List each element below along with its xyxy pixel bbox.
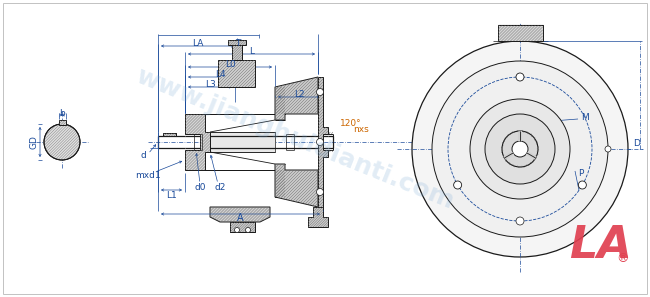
- Circle shape: [470, 99, 570, 199]
- Text: A: A: [237, 213, 244, 223]
- Polygon shape: [232, 45, 242, 60]
- Polygon shape: [230, 222, 255, 232]
- Polygon shape: [275, 164, 318, 207]
- Text: www.jianghuidianti.com: www.jianghuidianti.com: [133, 64, 458, 214]
- Text: mxd1: mxd1: [135, 170, 161, 179]
- Circle shape: [235, 228, 239, 233]
- Text: nxs: nxs: [353, 126, 369, 135]
- Text: T: T: [235, 40, 240, 48]
- Circle shape: [317, 89, 324, 96]
- Text: GD: GD: [29, 135, 38, 149]
- Circle shape: [516, 217, 524, 225]
- Text: ®: ®: [616, 252, 629, 266]
- Polygon shape: [228, 40, 246, 45]
- Circle shape: [412, 41, 628, 257]
- Circle shape: [317, 189, 324, 195]
- Bar: [163, 133, 176, 136]
- Polygon shape: [205, 170, 285, 197]
- Bar: [497, 25, 543, 41]
- Circle shape: [44, 124, 80, 160]
- Text: b: b: [59, 108, 65, 118]
- Circle shape: [516, 73, 524, 81]
- Text: D: D: [633, 138, 640, 148]
- Circle shape: [605, 146, 611, 152]
- Polygon shape: [210, 207, 270, 222]
- Text: 120°: 120°: [340, 119, 361, 129]
- Circle shape: [512, 141, 528, 157]
- Text: LA: LA: [569, 224, 631, 266]
- Text: LA: LA: [192, 39, 203, 48]
- Polygon shape: [218, 60, 255, 87]
- Text: P: P: [578, 168, 584, 178]
- Bar: [210, 132, 275, 152]
- Text: d2: d2: [214, 184, 226, 192]
- Polygon shape: [308, 207, 328, 227]
- Bar: [58, 120, 66, 125]
- Text: M: M: [581, 113, 589, 121]
- Circle shape: [432, 61, 608, 237]
- Polygon shape: [205, 87, 285, 114]
- Text: L1: L1: [166, 190, 177, 200]
- Text: L4: L4: [214, 70, 226, 79]
- Polygon shape: [185, 114, 210, 170]
- Text: L2: L2: [294, 90, 304, 99]
- Circle shape: [578, 181, 586, 189]
- Text: L: L: [249, 47, 254, 56]
- Text: L3: L3: [205, 80, 215, 89]
- Circle shape: [246, 228, 250, 233]
- Polygon shape: [318, 77, 328, 207]
- Circle shape: [502, 131, 538, 167]
- Circle shape: [485, 114, 555, 184]
- Text: d0: d0: [194, 184, 206, 192]
- Text: L0: L0: [225, 60, 235, 69]
- Circle shape: [317, 138, 324, 146]
- Circle shape: [454, 181, 462, 189]
- Text: d: d: [140, 151, 146, 160]
- Polygon shape: [275, 77, 318, 120]
